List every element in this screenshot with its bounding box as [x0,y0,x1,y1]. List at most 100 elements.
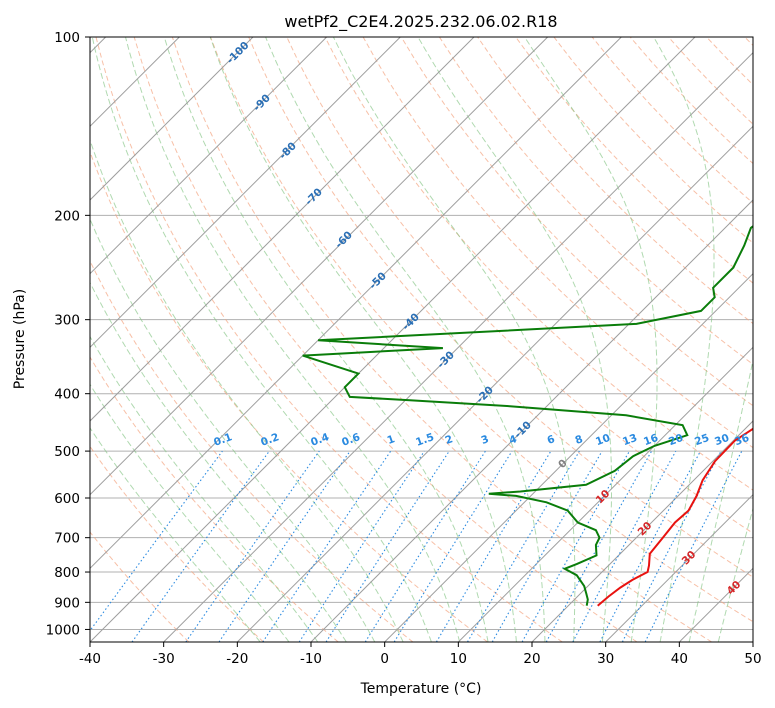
y-tick-label: 300 [54,313,80,329]
mixing-ratio-label: 1.5 [414,431,436,449]
x-tick-label: 40 [671,651,688,667]
mixing-ratio-label: 13 [621,432,639,448]
sounding-profiles [302,224,753,607]
isotherm [90,37,328,275]
mixing-ratio-label: 36 [733,432,751,448]
mixing-ratio-label: 0.4 [309,431,331,449]
y-tick-label: 800 [54,565,80,581]
x-tick-label: 50 [744,651,761,667]
isotherm [90,37,549,496]
dry-adiabat [90,150,488,642]
mixing-ratio-label: 1 [386,433,397,447]
moist-adiabat [417,37,612,642]
mixing-ratio-label: 0.2 [259,431,281,449]
dewpoint-profile [302,224,753,606]
mixing-ratio-label: 8 [574,433,585,447]
dry-adiabat [95,37,563,642]
y-tick-label: 600 [54,491,80,507]
isotherm [236,125,753,642]
plot-frame [89,36,754,643]
isotherm [90,37,475,422]
moist-adiabat [524,37,658,642]
mixing-ratio-label: 20 [667,432,685,448]
dry-adiabat [438,37,753,366]
isotherm [163,51,753,642]
mixing-ratio-label: 3 [480,433,491,447]
y-tick-label: 1000 [46,622,80,638]
isotherm [457,346,753,642]
mixing-ratio-line [521,450,630,642]
y-tick-label: 700 [54,531,80,547]
isotherm [605,493,753,642]
mixing-ratio-label: 25 [693,432,711,448]
mixing-ratio-line [545,450,653,642]
moist-adiabat [90,335,319,642]
y-axis-label: Pressure (hPa) [12,289,28,389]
chart-title: wetPf2_C2E4.2025.232.06.02.R18 [284,12,557,32]
dry-adiabat [133,37,638,642]
y-tick-label: 100 [54,30,80,46]
y-tick-label: 900 [54,595,80,611]
moist-adiabat [125,37,461,642]
moist-adiabat [653,37,715,642]
y-tick-label: 200 [54,208,80,224]
dry-adiabat [248,37,753,578]
moist-adiabat [688,358,753,642]
x-axis: -40 -30 -20 -10 0 10 20 30 40 50 [79,642,762,667]
mixing-ratio-label: 6 [546,433,557,447]
y-tick-label: 400 [54,387,80,403]
mixing-ratio-label: 0.6 [340,431,362,449]
isotherm [384,272,753,642]
isotherm [90,37,696,642]
mixing-ratio-lines [90,450,743,642]
mixing-ratio-line [185,450,320,642]
isotherms [90,37,753,642]
moist-adiabat [91,37,432,642]
dry-adiabat [171,37,712,642]
mixing-ratio-labels: 0.1 0.2 0.4 0.6 1 1.5 2 3 4 6 8 10 13 16 20 25 30 36 [212,431,751,449]
x-tick-label: -40 [79,651,101,667]
mixing-ratio-line [572,450,677,642]
mixing-ratio-line [90,450,223,632]
mixing-ratio-label: 0.1 [212,431,234,449]
mixing-ratio-label: 10 [594,432,612,448]
y-axis: 100 200 300 400 500 600 700 800 900 1000 [46,30,90,638]
dry-adiabat [400,37,753,407]
moist-adiabat [90,383,290,642]
mixing-ratio-label: 2 [444,433,455,447]
dry-adiabat [90,356,339,642]
mixing-ratio-line [262,450,392,642]
moist-adiabat [90,427,261,642]
dry-adiabat [90,531,190,642]
y-tick-label: 500 [54,444,80,460]
moist-adiabat [90,217,376,642]
x-tick-label: -20 [226,651,248,667]
x-tick-label: 10 [450,651,467,667]
moist-adiabat [209,37,517,642]
mixing-ratio-line [298,450,425,642]
plot-area: -100-90-80-70-60-50-40-30-20-10010203040… [90,37,753,642]
x-tick-label: -10 [300,651,322,667]
dry-adiabat [324,37,753,491]
moist-adiabat [90,281,347,642]
x-tick-label: -30 [153,651,175,667]
mixing-ratio-label: 4 [508,433,519,447]
mixing-ratio-line [393,450,513,642]
isotherm [310,199,753,642]
x-tick-label: 0 [380,651,389,667]
isotherm [531,420,753,642]
x-tick-label: 30 [597,651,614,667]
mixing-ratio-line [131,450,270,642]
moist-adiabats [90,37,753,642]
mixing-ratio-label: 30 [713,432,731,448]
dry-adiabat [90,445,264,642]
dry-adiabat [515,37,753,284]
moist-adiabat [90,138,404,642]
x-tick-label: 20 [523,651,540,667]
isotherm [90,37,254,201]
moist-adiabat [163,37,489,642]
mixing-ratio-label: 16 [642,432,660,448]
temperature-profile [597,427,753,607]
mixing-ratio-line [325,450,450,642]
